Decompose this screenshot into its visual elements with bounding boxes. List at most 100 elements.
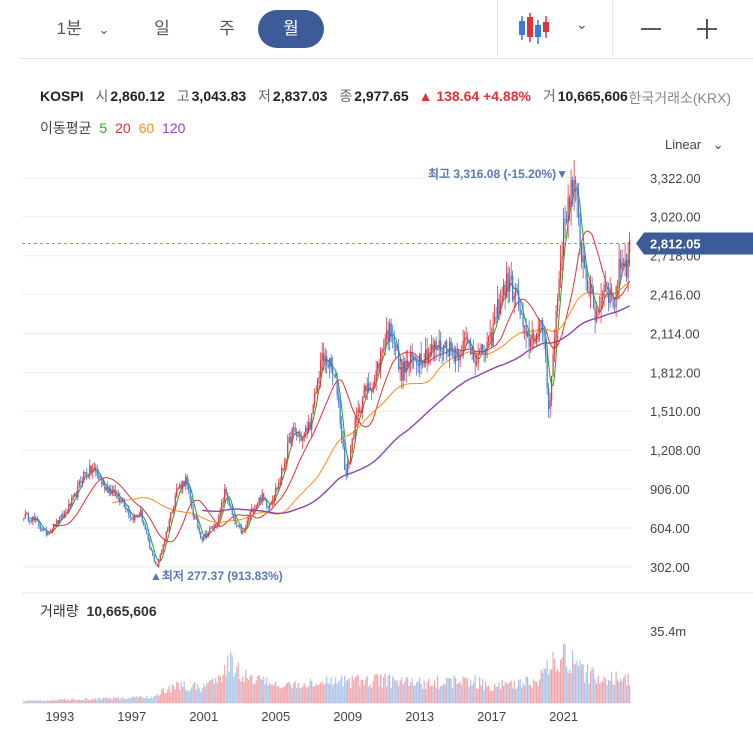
volume-bar [165, 693, 167, 703]
candle-body [117, 494, 119, 498]
volume-bar [59, 699, 61, 703]
candle-body [150, 547, 152, 551]
volume-bar [611, 672, 613, 703]
volume-bar [557, 669, 559, 703]
candle-body [192, 508, 194, 517]
zoom-in-button[interactable] [692, 14, 722, 44]
volume-bar [107, 697, 109, 703]
candle-body [459, 355, 461, 361]
zoom-out-button[interactable] [636, 14, 666, 44]
volume-bar [75, 700, 77, 703]
candle-body [573, 180, 575, 195]
volume-bar [338, 681, 340, 703]
candle-body [173, 505, 175, 512]
candle-body [368, 383, 370, 391]
volume-bar [533, 679, 535, 703]
candle-body [456, 350, 458, 356]
candle-body [626, 259, 628, 278]
candle-body [435, 341, 437, 350]
candle-body [75, 493, 77, 498]
volume-bar [293, 683, 295, 703]
candle-body [509, 279, 511, 292]
x-tick-label: 2005 [261, 709, 290, 724]
volume-bar [450, 678, 452, 703]
volume-bar [477, 688, 479, 703]
candle-body [497, 299, 499, 318]
candle-body [36, 518, 38, 522]
candle-body [185, 476, 187, 486]
period-month-button[interactable]: 월 [258, 10, 324, 48]
candle-body [42, 529, 44, 531]
volume-bar [458, 682, 460, 703]
period-week-button[interactable]: 주 [219, 19, 235, 38]
candle-body [570, 180, 572, 208]
candle-body [128, 509, 130, 515]
candle-body [434, 341, 436, 350]
candle-body [26, 513, 28, 515]
candle-body [396, 350, 398, 352]
scale-mode-select[interactable]: Linear ⌄ [665, 137, 724, 153]
volume-bar [33, 700, 35, 703]
volume-bar [36, 699, 38, 703]
volume-bar [314, 686, 316, 703]
candle-body [501, 295, 503, 303]
volume-bar [321, 681, 323, 703]
candle-body [596, 312, 598, 321]
volume-bar [602, 681, 604, 703]
candle-body [492, 324, 494, 347]
candle-body [467, 337, 469, 341]
ma-20-label: 20 [115, 120, 131, 136]
volume-bar [101, 699, 103, 703]
volume-bar [215, 677, 217, 703]
volume-bar [264, 684, 266, 703]
candle-body [566, 219, 568, 223]
candle-body [450, 341, 452, 350]
candle-body [374, 379, 376, 385]
volume-bar [98, 697, 100, 703]
toolbar-divider [497, 0, 498, 56]
volume-bar [237, 662, 239, 703]
candle-body [57, 520, 59, 524]
volume-bar [546, 659, 548, 703]
candle-body [335, 375, 337, 377]
candle-body [71, 498, 73, 507]
volume-bar [563, 644, 565, 703]
volume-bar [236, 667, 238, 703]
volume-bar [470, 679, 472, 703]
candle-body [242, 531, 244, 533]
period-day-button[interactable]: 일 [154, 19, 170, 38]
y-tick-label: 3,020.00 [650, 210, 701, 225]
x-tick-label: 2021 [549, 709, 578, 724]
candle-body [518, 290, 520, 308]
volume-bar [246, 678, 248, 703]
volume-bar [48, 700, 50, 703]
volume-bar [129, 698, 131, 703]
candle-body [425, 349, 427, 360]
volume-bar [363, 685, 365, 703]
current-price-label: 2,812.05 [650, 236, 701, 251]
candle-body [72, 496, 74, 499]
volume-bar [243, 681, 245, 703]
volume-bar [399, 680, 401, 703]
volume-bar [186, 690, 188, 703]
scale-mode-label: Linear [665, 137, 702, 152]
candle-body [116, 494, 118, 497]
volume-bar [567, 672, 569, 703]
minus-icon [641, 28, 661, 30]
period-1min-button[interactable]: 1분 ⌄ [48, 10, 118, 48]
candle-body [276, 487, 278, 489]
candle-body [186, 476, 188, 485]
volume-bar [368, 686, 370, 703]
candle-body [351, 438, 353, 450]
candle-body [561, 255, 563, 262]
candle-body [551, 375, 553, 401]
candle-body [144, 525, 146, 530]
volume-bar [341, 675, 343, 703]
y-tick-label: 302.00 [650, 560, 690, 575]
volume-bar [591, 666, 593, 703]
candle-body [453, 350, 455, 362]
candle-body [381, 349, 383, 351]
candle-body [237, 525, 239, 527]
chart-type-button[interactable]: ⌄ [516, 12, 596, 46]
